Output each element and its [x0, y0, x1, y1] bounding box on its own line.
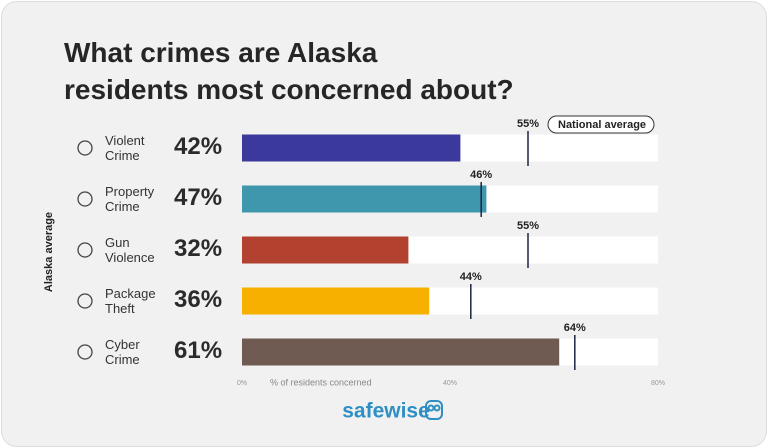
bar — [242, 236, 409, 264]
value-label: 47% — [174, 184, 223, 211]
legend-pill — [547, 115, 655, 134]
bar — [242, 338, 560, 366]
x-tick-label: 40% — [443, 380, 457, 387]
category-icon — [77, 242, 93, 258]
category-icon — [77, 140, 93, 156]
category-label: Cyber Crime — [105, 337, 140, 367]
national-average-label: 46% — [470, 169, 492, 181]
category-label: Gun Violence — [105, 235, 155, 265]
value-label: 36% — [174, 286, 223, 313]
category-label: Package Theft — [105, 286, 156, 316]
national-average-label: 44% — [460, 271, 482, 283]
category-icon — [77, 344, 93, 360]
category-icon — [77, 293, 93, 309]
value-label: 61% — [174, 337, 223, 364]
bar — [242, 134, 461, 162]
national-average-label: 55% — [517, 220, 539, 232]
brand-owl — [425, 400, 443, 420]
category-icon — [77, 191, 93, 207]
x-axis-label: % of residents concerned — [270, 377, 372, 387]
x-tick-label: 0% — [237, 380, 247, 387]
brand: safewise — [342, 400, 430, 423]
value-label: 42% — [174, 133, 223, 160]
bar — [242, 287, 430, 315]
chart-title: What crimes are Alaska residents most co… — [64, 37, 514, 105]
value-label: 32% — [174, 235, 223, 262]
national-average-label: 64% — [564, 322, 586, 334]
category-label: Property Crime — [105, 184, 155, 214]
x-tick-label: 80% — [651, 380, 665, 387]
national-average-label: 55% — [517, 118, 539, 130]
bar — [242, 185, 487, 213]
y-axis-label: Alaska average — [43, 212, 55, 292]
category-label: Violent Crime — [105, 133, 145, 163]
legend-label: National average — [558, 119, 646, 131]
